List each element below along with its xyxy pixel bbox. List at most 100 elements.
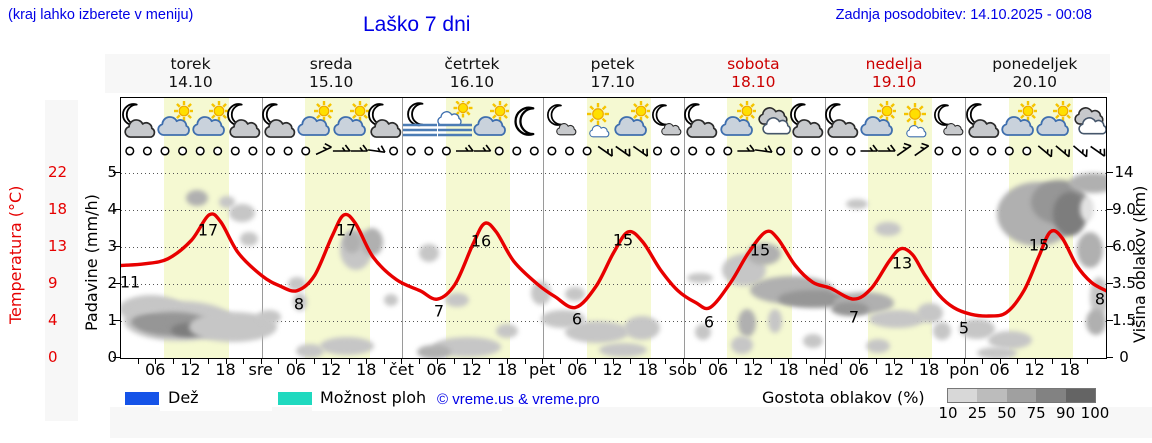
temp-point-label: 8 (293, 294, 305, 314)
sun-small-cloud-icon (894, 101, 932, 143)
wind-calm-symbol (406, 146, 416, 156)
time-axis-tick (172, 358, 174, 364)
time-axis-tick (806, 358, 807, 364)
moon-small-cloud-icon (542, 101, 580, 143)
wind-calm-symbol (776, 146, 786, 156)
time-axis-tick (471, 358, 473, 364)
daylight-band (586, 98, 652, 358)
cloud-density-blob (917, 303, 943, 323)
time-axis-tick (893, 358, 895, 364)
left-spine-tick (113, 320, 120, 321)
cloud-density-blob (731, 336, 753, 354)
wind-calm-symbol (828, 146, 838, 156)
density-gradient-segment (948, 389, 978, 402)
time-axis-tick (964, 358, 966, 364)
wind-calm-symbol (652, 146, 663, 156)
time-axis-tick (700, 358, 702, 364)
time-label-pet: pet (528, 360, 556, 379)
cloud-density-blob (977, 347, 1017, 358)
day-name: torek (170, 55, 211, 73)
time-axis-tick (190, 358, 192, 364)
density-tick-90: 90 (1056, 404, 1076, 422)
time-axis-tick (295, 358, 297, 364)
cloud-density-blob (988, 331, 1032, 349)
wind-calm-symbol (547, 146, 557, 156)
cloud-density-blob (1077, 232, 1103, 268)
right-spine-tick (1106, 320, 1113, 321)
time-label-06: 06 (848, 360, 869, 379)
time-axis-tick (876, 358, 878, 364)
time-label-12: 12 (320, 360, 342, 379)
cloud-height-tick-9.0: 9.0 (1112, 200, 1136, 218)
time-axis-tick (1017, 358, 1019, 364)
time-axis-tick (331, 358, 333, 364)
cloud-density-blob (186, 190, 208, 206)
cloud-density-blob (959, 319, 995, 339)
wind-calm-symbol (441, 146, 451, 156)
left-spine-tick (113, 209, 120, 210)
day-name: četrtek (444, 55, 500, 73)
wind-calm-symbol (230, 146, 240, 156)
copyright-link[interactable]: © vreme.us & vreme.pro (437, 391, 600, 408)
wind-calm-symbol (424, 146, 434, 156)
cloud-density-blob (599, 343, 647, 357)
time-axis-tick (594, 358, 596, 364)
right-spine-tick (1106, 246, 1113, 247)
time-axis-tick (489, 358, 491, 364)
wind-calm-symbol (969, 146, 979, 156)
wind-calm-symbol (705, 146, 715, 156)
density-tick-25: 25 (967, 404, 987, 422)
time-axis-tick (542, 358, 544, 364)
time-axis-tick (155, 358, 157, 364)
moon-cloud-icon (366, 101, 404, 143)
day-name: ponedeljek (992, 55, 1078, 73)
cloud-density-blob (687, 273, 713, 283)
time-label-12: 12 (461, 360, 482, 379)
clouds-icon (753, 101, 791, 143)
temp-point-label: 5 (958, 318, 970, 338)
wind-calm-symbol (564, 146, 575, 156)
cloud-density-blob (219, 196, 235, 208)
time-axis-tick (1087, 358, 1089, 364)
cloud-density-blob (866, 339, 890, 353)
temp-point-label: 6 (703, 312, 715, 332)
time-axis-tick (366, 358, 368, 364)
time-axis-tick (665, 358, 667, 364)
cloud-density-blob (384, 294, 398, 306)
left-spine-tick (113, 357, 120, 358)
temp-tick-18: 18 (48, 200, 68, 218)
left-spine-tick (113, 172, 120, 173)
cloud-density-blob (565, 287, 585, 301)
wind-calm-symbol (688, 146, 698, 156)
cloud-density-blob (229, 204, 255, 222)
cloud-density-blob (869, 310, 925, 328)
day-header-sobota: sobota 18.10 (683, 55, 824, 91)
cloud-density-blob (846, 199, 868, 209)
precip-tick-5: 5 (107, 163, 117, 181)
day-date: 15.10 (309, 73, 354, 91)
time-axis-tick (225, 358, 227, 364)
wind-calm-symbol (723, 146, 733, 156)
day-boundary-line (824, 98, 826, 358)
cloud-density-blob (419, 244, 439, 262)
time-label-sob: sob (668, 360, 698, 379)
cloud-density-blob (831, 302, 869, 316)
time-axis-tick (647, 358, 649, 364)
cloud-density-blob (768, 309, 782, 333)
cloud-height-tick-0: 0 (1119, 348, 1129, 366)
meteogram-plot: 11 17 8 17 7 16 6 15 6 15 7 13 5 15 8 (120, 97, 1107, 359)
cloud-density-blob (565, 321, 629, 343)
left-spine-tick (113, 283, 120, 284)
showers-label-box (312, 387, 502, 411)
temp-point-label: 17 (335, 220, 357, 240)
cloud-density-blob (933, 322, 951, 340)
right-spine-tick (1106, 209, 1113, 210)
time-axis-tick (1052, 358, 1054, 364)
temperature-axis-strip (45, 100, 78, 421)
cloud-density-blob (496, 324, 518, 338)
wind-calm-symbol (951, 146, 962, 156)
wind-barb-symbol (597, 145, 613, 157)
time-axis-tick (612, 358, 614, 364)
cloud-density-blob (747, 243, 781, 265)
time-axis-tick (383, 358, 385, 364)
